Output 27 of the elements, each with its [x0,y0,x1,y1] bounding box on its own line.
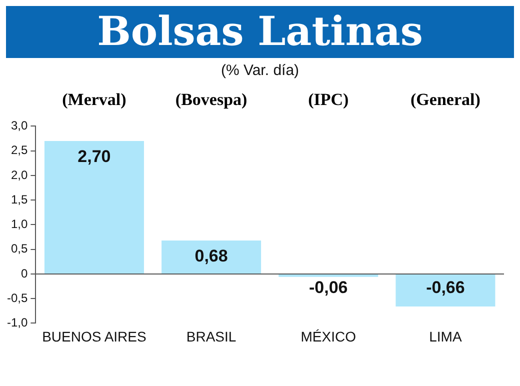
y-tick-label: -0,5 [6,290,28,305]
y-tick-label: 3,0 [10,118,28,133]
data-label: -0,06 [309,278,348,298]
text: (Bovespa) [175,90,248,110]
text: (IPC) [308,90,349,110]
y-tick-label: 0,5 [10,242,28,256]
bar [44,140,144,274]
bar [162,240,262,274]
data-label: 2,70 [78,147,111,166]
x-tick-label: BUENOS AIRES [42,328,146,344]
y-tick-label: 0 [20,266,28,280]
chart-subtitle: (% Var. día) [220,62,300,79]
text: (General) [410,90,480,110]
bar [396,274,496,306]
x-tick-label: LIMA [429,328,462,344]
y-tick-label: 1,5 [10,192,28,206]
y-tick-label: 2,5 [10,143,28,158]
x-tick-label: MÉXICO [300,328,356,344]
bar [278,274,378,277]
data-label: 0,68 [194,246,228,266]
data-label: -0,66 [426,278,465,298]
chart-title: Bolsas Latinas [6,6,514,58]
text: (Merval) [62,90,126,110]
y-tick-label: 1,0 [10,217,28,232]
y-tick-label: 2,0 [10,168,28,182]
x-tick-label: BRASIL [186,328,236,344]
y-tick-label: -1,0 [6,316,28,330]
